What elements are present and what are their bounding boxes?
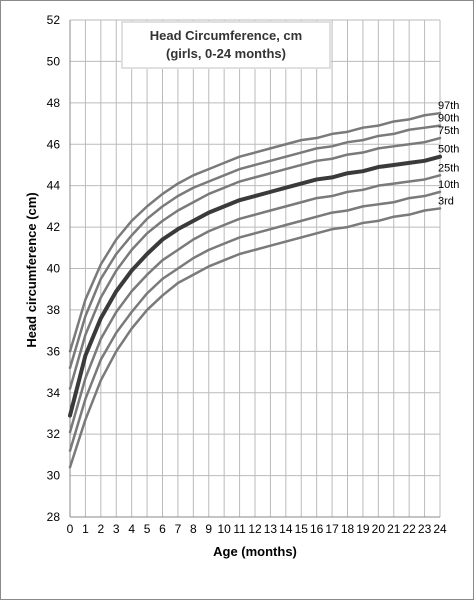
- y-tick-label: 28: [47, 510, 61, 524]
- x-tick-label: 15: [295, 522, 309, 536]
- x-tick-label: 1: [82, 522, 89, 536]
- x-tick-label: 17: [325, 522, 339, 536]
- percentile-line-3rd: [68, 207, 442, 469]
- y-tick-label: 40: [47, 262, 61, 276]
- y-tick-label: 52: [47, 13, 61, 27]
- x-axis-title: Age (months): [213, 544, 297, 559]
- percentile-line-50th: [68, 154, 442, 418]
- x-tick-label: 10: [217, 522, 231, 536]
- x-tick-label: 6: [159, 522, 166, 536]
- x-tick-label: 2: [97, 522, 104, 536]
- x-tick-label: 23: [418, 522, 432, 536]
- percentile-label-25th: 25th: [438, 162, 459, 174]
- percentile-line-10th: [68, 190, 442, 452]
- x-tick-label: 0: [67, 522, 74, 536]
- grid-lines: [69, 19, 441, 518]
- title-box-border: [121, 21, 331, 69]
- percentile-line-90th: [68, 124, 442, 370]
- x-tick-label: 14: [279, 522, 293, 536]
- y-tick-label: 30: [47, 469, 61, 483]
- percentile-label-3rd: 3rd: [438, 195, 454, 207]
- percentile-line-25th: [68, 174, 442, 434]
- y-tick-label: 48: [47, 96, 61, 110]
- x-tick-label: 9: [205, 522, 212, 536]
- y-tick-labels: 28 30 32 34 36 38 40 42 44 46 48 50 52: [47, 13, 61, 524]
- x-tick-label: 5: [144, 522, 151, 536]
- x-tick-label: 7: [175, 522, 182, 536]
- chart-title-box: Head Circumference, cm (girls, 0-24 mont…: [121, 21, 331, 69]
- x-tick-label: 11: [233, 522, 246, 536]
- percentile-label-75th: 75th: [438, 125, 459, 137]
- x-tick-label: 13: [264, 522, 278, 536]
- percentile-label-97th: 97th: [438, 100, 459, 112]
- chart-subtitle: (girls, 0-24 months): [166, 46, 286, 61]
- y-tick-label: 38: [47, 303, 61, 317]
- y-tick-label: 46: [47, 137, 61, 151]
- x-tick-labels: 0 1 2 3 4 5 6 7 8 9 10 11 12 13 14 15 16 17 18 19 20 21 22 23 24: [67, 522, 447, 536]
- percentile-label-10th: 10th: [438, 179, 459, 191]
- x-tick-label: 16: [310, 522, 324, 536]
- y-axis-title: Head circumference (cm): [24, 192, 39, 347]
- x-tick-label: 21: [387, 522, 401, 536]
- y-tick-label: 34: [47, 386, 61, 400]
- y-tick-label: 36: [47, 344, 61, 358]
- y-tick-label: 50: [47, 54, 61, 68]
- chart-title: Head Circumference, cm: [150, 28, 302, 43]
- x-tick-label: 3: [113, 522, 120, 536]
- percentile-line-75th: [68, 136, 442, 390]
- x-tick-label: 24: [433, 522, 447, 536]
- percentile-label-90th: 90th: [438, 113, 459, 125]
- x-tick-label: 12: [248, 522, 262, 536]
- x-tick-label: 22: [402, 522, 416, 536]
- y-tick-label: 42: [47, 220, 61, 234]
- y-tick-label: 44: [47, 179, 61, 193]
- y-tick-label: 32: [47, 427, 61, 441]
- percentile-label-50th: 50th: [438, 144, 459, 156]
- x-tick-label: 4: [128, 522, 135, 536]
- x-tick-label: 20: [372, 522, 386, 536]
- x-tick-label: 8: [190, 522, 197, 536]
- x-tick-label: 19: [356, 522, 370, 536]
- percentile-line-97th: [68, 111, 442, 353]
- x-tick-label: 18: [341, 522, 355, 536]
- percentile-curves: [68, 111, 442, 469]
